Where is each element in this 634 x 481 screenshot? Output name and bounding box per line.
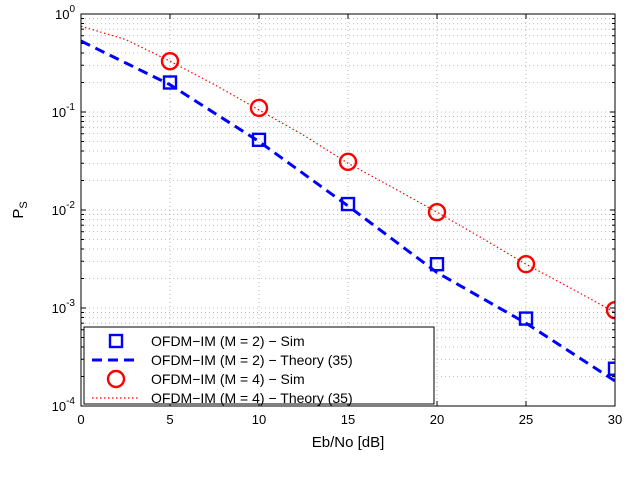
circle-marker bbox=[160, 51, 180, 71]
legend-entry-label: OFDM−IM (M = 2) − Theory (35) bbox=[151, 352, 353, 368]
y-tick-label-exp: 0 bbox=[69, 4, 75, 15]
y-axis-label: PS bbox=[10, 201, 30, 218]
y-tick-label-base: 10 bbox=[52, 203, 66, 218]
y-tick-label: 10-2 bbox=[52, 200, 76, 218]
legend-box bbox=[83, 326, 435, 405]
square-marker bbox=[429, 256, 445, 272]
grid bbox=[81, 14, 615, 406]
circle-marker bbox=[427, 202, 447, 222]
legend-items: OFDM−IM (M = 2) − Sim OFDM−IM (M = 2) − T… bbox=[92, 333, 353, 406]
y-tick-label: 10-4 bbox=[52, 396, 76, 414]
legend-entry-label: OFDM−IM (M = 4) − Theory (35) bbox=[151, 390, 353, 406]
x-tick-label: 0 bbox=[77, 412, 84, 427]
square-marker bbox=[340, 196, 356, 212]
x-tick-labels: 0 5 10 15 20 25 30 bbox=[77, 412, 622, 427]
y-tick-label-exp: -1 bbox=[66, 102, 75, 113]
y-axis-label-base: P bbox=[10, 209, 27, 219]
legend-marker-square bbox=[108, 333, 124, 349]
series-theory-line-4 bbox=[81, 25, 615, 314]
square-marker bbox=[607, 361, 615, 376]
square-marker bbox=[162, 75, 178, 90]
x-tick-label: 20 bbox=[430, 412, 444, 427]
x-tick-label: 25 bbox=[519, 412, 533, 427]
y-tick-label-base: 10 bbox=[55, 7, 69, 22]
circle-marker bbox=[605, 300, 615, 320]
x-tick-label: 10 bbox=[252, 412, 266, 427]
x-tick-label: 30 bbox=[608, 412, 622, 427]
series-sim-3 bbox=[160, 51, 615, 320]
y-tick-label: 10-1 bbox=[52, 102, 76, 120]
legend-entry-label: OFDM−IM (M = 4) − Sim bbox=[151, 371, 305, 387]
y-tick-label: 10-3 bbox=[52, 298, 76, 316]
circle-marker bbox=[338, 152, 358, 172]
y-axis-label-sub: S bbox=[18, 201, 30, 208]
legend: OFDM−IM (M = 2) − Sim OFDM−IM (M = 2) − T… bbox=[83, 326, 435, 406]
x-tick-label: 15 bbox=[341, 412, 355, 427]
circle-marker bbox=[249, 98, 269, 118]
y-tick-label-exp: -4 bbox=[66, 396, 75, 407]
x-tick-label: 5 bbox=[166, 412, 173, 427]
square-marker bbox=[251, 132, 267, 148]
y-tick-label-base: 10 bbox=[52, 105, 66, 120]
y-tick-label-base: 10 bbox=[52, 301, 66, 316]
legend-entry-label: OFDM−IM (M = 2) − Sim bbox=[151, 333, 305, 349]
y-tick-label-base: 10 bbox=[52, 399, 66, 414]
x-axis-label: Eb/No [dB] bbox=[312, 434, 385, 451]
series-theory-line-2 bbox=[81, 39, 615, 383]
y-tick-label: 100 bbox=[55, 4, 75, 22]
circle-marker bbox=[516, 254, 536, 274]
series-layer bbox=[81, 25, 615, 383]
y-tick-label-exp: -3 bbox=[66, 298, 75, 309]
legend-marker-circle bbox=[106, 369, 126, 389]
y-tick-label-exp: -2 bbox=[66, 200, 75, 211]
